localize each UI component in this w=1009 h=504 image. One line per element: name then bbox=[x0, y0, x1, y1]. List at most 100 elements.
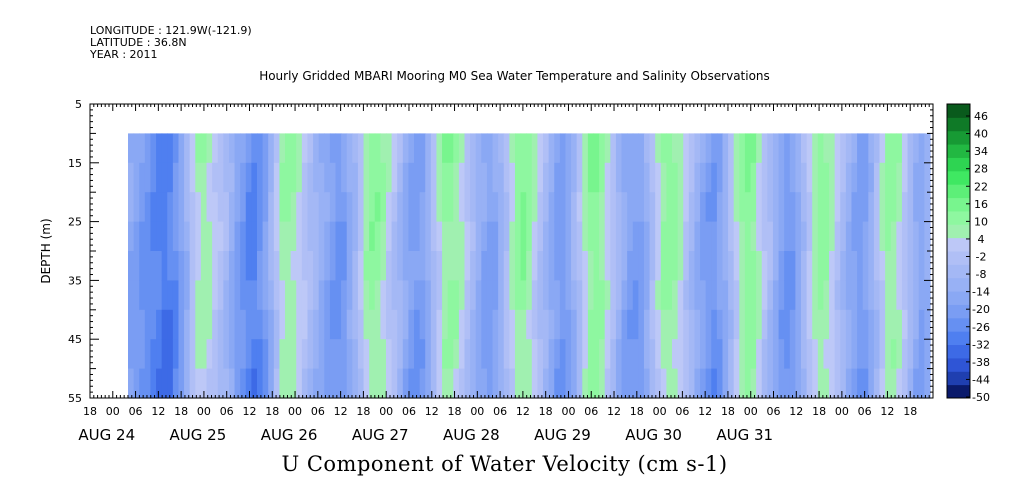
heatmap-cell bbox=[402, 280, 410, 311]
heatmap-cell bbox=[924, 280, 931, 311]
heatmap-cell bbox=[840, 309, 847, 340]
heatmap-cell bbox=[447, 251, 454, 281]
heatmap-cell bbox=[464, 368, 471, 399]
heatmap-cell bbox=[621, 368, 628, 399]
heatmap-cell bbox=[279, 339, 286, 370]
heatmap-cell bbox=[817, 368, 825, 399]
heatmap-cell bbox=[217, 133, 224, 164]
heatmap-cell bbox=[571, 309, 578, 340]
heatmap-cell bbox=[217, 221, 224, 252]
heatmap-cell bbox=[447, 368, 454, 399]
heatmap-cell bbox=[228, 221, 236, 252]
heatmap-cell bbox=[195, 280, 202, 311]
heatmap-cell bbox=[414, 133, 421, 164]
heatmap-cell bbox=[868, 221, 875, 252]
heatmap-cell bbox=[812, 280, 819, 311]
heatmap-cell bbox=[189, 368, 196, 399]
heatmap-cell bbox=[716, 133, 724, 164]
heatmap-cell bbox=[436, 221, 443, 252]
heatmap-cell bbox=[313, 162, 320, 193]
heatmap-cell bbox=[643, 192, 651, 223]
heatmap-cell bbox=[324, 192, 331, 223]
heatmap-cell bbox=[632, 280, 639, 311]
heatmap-cell bbox=[559, 221, 567, 252]
heatmap-cell bbox=[627, 280, 634, 311]
heatmap-cell bbox=[554, 162, 561, 193]
heatmap-cell bbox=[167, 221, 174, 252]
heatmap-cell bbox=[823, 162, 830, 193]
heatmap-cell bbox=[503, 251, 510, 281]
heatmap-cell bbox=[391, 368, 398, 399]
heatmap-cell bbox=[565, 368, 572, 399]
heatmap-cell bbox=[357, 368, 365, 399]
heatmap-cell bbox=[206, 192, 213, 223]
heatmap-cell bbox=[873, 221, 881, 252]
heatmap-cell bbox=[666, 339, 673, 370]
heatmap-cell bbox=[526, 162, 533, 193]
heatmap-cell bbox=[268, 221, 275, 252]
heatmap-cell bbox=[492, 280, 499, 311]
heatmap-cell bbox=[313, 192, 320, 223]
heatmap-cell bbox=[565, 280, 572, 311]
heatmap-cell bbox=[806, 339, 813, 370]
heatmap-cell bbox=[587, 309, 595, 340]
heatmap-cell bbox=[245, 162, 252, 193]
heatmap-cell bbox=[627, 162, 634, 193]
heatmap-cell bbox=[470, 221, 477, 252]
heatmap-cell bbox=[184, 368, 191, 399]
heatmap-cell bbox=[195, 251, 202, 281]
heatmap-cell bbox=[414, 368, 421, 399]
heatmap-cell bbox=[475, 133, 482, 164]
heatmap-cell bbox=[212, 192, 219, 223]
heatmap-cell bbox=[907, 309, 914, 340]
heatmap-cell bbox=[604, 280, 611, 311]
heatmap-cell bbox=[391, 162, 398, 193]
heatmap-cell bbox=[688, 133, 696, 164]
heatmap-cell bbox=[817, 192, 825, 223]
heatmap-cell bbox=[189, 221, 196, 252]
heatmap-cell bbox=[666, 133, 673, 164]
heatmap-cell bbox=[318, 339, 325, 370]
heatmap-cell bbox=[430, 133, 438, 164]
heatmap-cell bbox=[700, 192, 707, 223]
heatmap-cell bbox=[520, 192, 527, 223]
heatmap-cell bbox=[806, 133, 813, 164]
heatmap-cell bbox=[554, 221, 561, 252]
heatmap-cell bbox=[402, 221, 410, 252]
x-tick-label: 18 bbox=[539, 405, 553, 418]
heatmap-cell bbox=[873, 251, 881, 281]
heatmap-cell bbox=[475, 251, 482, 281]
heatmap-cell bbox=[829, 309, 836, 340]
heatmap-cell bbox=[341, 280, 348, 311]
heatmap-cell bbox=[610, 221, 617, 252]
heatmap-cell bbox=[200, 133, 208, 164]
heatmap-cell bbox=[285, 162, 292, 193]
heatmap-cell bbox=[212, 133, 219, 164]
heatmap-cell bbox=[857, 251, 864, 281]
x-day-label: AUG 26 bbox=[261, 426, 318, 444]
heatmap-cell bbox=[200, 309, 208, 340]
heatmap-cell bbox=[543, 162, 550, 193]
heatmap-cell bbox=[357, 309, 365, 340]
heatmap-cell bbox=[728, 221, 735, 252]
heatmap-cell bbox=[722, 192, 729, 223]
heatmap-cell bbox=[144, 251, 152, 281]
heatmap-cell bbox=[655, 309, 662, 340]
heatmap-cell bbox=[885, 339, 892, 370]
heatmap-cell bbox=[526, 251, 533, 281]
colorbar-label: 22 bbox=[974, 180, 988, 193]
heatmap-cell bbox=[486, 162, 494, 193]
heatmap-cell bbox=[593, 280, 600, 311]
heatmap-cell bbox=[514, 251, 522, 281]
heatmap-cell bbox=[217, 251, 224, 281]
heatmap-cell bbox=[240, 280, 247, 311]
heatmap-cell bbox=[873, 368, 881, 399]
heatmap-field bbox=[128, 133, 931, 399]
heatmap-cell bbox=[643, 368, 651, 399]
heatmap-cell bbox=[840, 221, 847, 252]
heatmap-cell bbox=[756, 339, 763, 370]
heatmap-cell bbox=[189, 251, 196, 281]
heatmap-cell bbox=[419, 280, 426, 311]
x-tick-label: 06 bbox=[584, 405, 598, 418]
heatmap-cell bbox=[341, 221, 348, 252]
